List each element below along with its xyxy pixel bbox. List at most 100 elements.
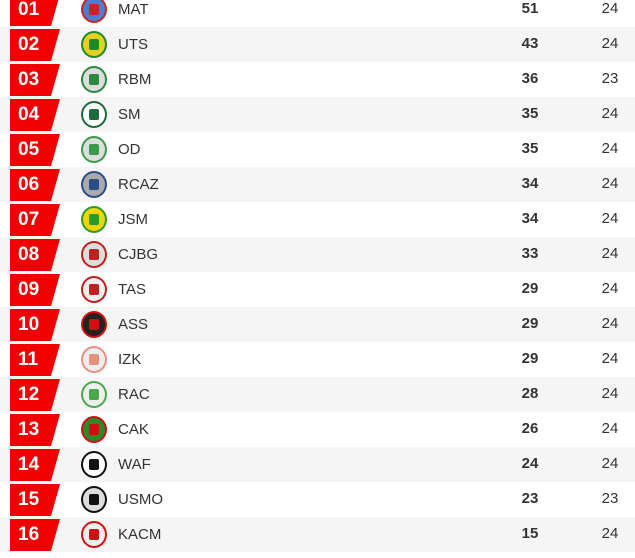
rank-badge: 13 bbox=[10, 414, 60, 446]
games-played: 23 bbox=[601, 70, 619, 87]
points: 28 bbox=[521, 385, 539, 402]
table-row[interactable]: 01 MAT 51 24 bbox=[0, 0, 635, 27]
rank: 10 bbox=[18, 314, 40, 335]
rank: 08 bbox=[18, 244, 40, 265]
points: 29 bbox=[521, 350, 539, 367]
games-played: 24 bbox=[601, 245, 619, 262]
team-name[interactable]: UTS bbox=[118, 36, 148, 53]
team-name[interactable]: SM bbox=[118, 106, 141, 123]
team-logo-icon bbox=[81, 521, 107, 548]
table-row[interactable]: 13 CAK 26 24 bbox=[0, 412, 635, 447]
table-row[interactable]: 05 OD 35 24 bbox=[0, 132, 635, 167]
rank: 09 bbox=[18, 279, 40, 300]
team-logo-icon bbox=[81, 101, 107, 128]
table-row[interactable]: 06 RCAZ 34 24 bbox=[0, 167, 635, 202]
points: 35 bbox=[521, 140, 539, 157]
table-row[interactable]: 14 WAF 24 24 bbox=[0, 447, 635, 482]
points: 15 bbox=[521, 525, 539, 542]
team-logo-icon bbox=[81, 0, 107, 23]
rank: 12 bbox=[18, 384, 40, 405]
games-played: 23 bbox=[601, 490, 619, 507]
team-logo-icon bbox=[81, 241, 107, 268]
points: 29 bbox=[521, 280, 539, 297]
team-logo-icon bbox=[81, 171, 107, 198]
team-logo-icon bbox=[81, 31, 107, 58]
team-logo-icon bbox=[81, 416, 107, 443]
team-name[interactable]: KACM bbox=[118, 526, 162, 543]
points: 33 bbox=[521, 245, 539, 262]
table-row[interactable]: 11 IZK 29 24 bbox=[0, 342, 635, 377]
team-name[interactable]: MAT bbox=[118, 1, 149, 18]
games-played: 24 bbox=[601, 420, 619, 437]
rank-badge: 04 bbox=[10, 99, 60, 131]
team-name[interactable]: USMO bbox=[118, 491, 163, 508]
rank-badge: 14 bbox=[10, 449, 60, 481]
team-logo-icon bbox=[81, 66, 107, 93]
rank-badge: 11 bbox=[10, 344, 60, 376]
table-row[interactable]: 10 ASS 29 24 bbox=[0, 307, 635, 342]
games-played: 24 bbox=[601, 105, 619, 122]
team-logo-icon bbox=[81, 346, 107, 373]
rank: 07 bbox=[18, 209, 40, 230]
rank-badge: 06 bbox=[10, 169, 60, 201]
table-row[interactable]: 15 USMO 23 23 bbox=[0, 482, 635, 517]
team-logo-icon bbox=[81, 206, 107, 233]
points: 26 bbox=[521, 420, 539, 437]
rank: 14 bbox=[18, 454, 40, 475]
rank-badge: 07 bbox=[10, 204, 60, 236]
team-name[interactable]: IZK bbox=[118, 351, 142, 368]
team-name[interactable]: RBM bbox=[118, 71, 152, 88]
team-name[interactable]: JSM bbox=[118, 211, 148, 228]
rank: 05 bbox=[18, 139, 40, 160]
games-played: 24 bbox=[601, 210, 619, 227]
team-logo-icon bbox=[81, 276, 107, 303]
rank: 04 bbox=[18, 104, 40, 125]
table-row[interactable]: 12 RAC 28 24 bbox=[0, 377, 635, 412]
rank-badge: 10 bbox=[10, 309, 60, 341]
table-row[interactable]: 03 RBM 36 23 bbox=[0, 62, 635, 97]
rank-badge: 03 bbox=[10, 64, 60, 96]
team-name[interactable]: ASS bbox=[118, 316, 149, 333]
table-row[interactable]: 04 SM 35 24 bbox=[0, 97, 635, 132]
rank: 06 bbox=[18, 174, 40, 195]
games-played: 24 bbox=[601, 175, 619, 192]
team-logo-icon bbox=[81, 311, 107, 338]
rank-badge: 05 bbox=[10, 134, 60, 166]
points: 29 bbox=[521, 315, 539, 332]
rank: 11 bbox=[18, 349, 39, 370]
rank: 15 bbox=[18, 489, 40, 510]
table-row[interactable]: 16 KACM 15 24 bbox=[0, 517, 635, 552]
team-name[interactable]: CAK bbox=[118, 421, 149, 438]
games-played: 24 bbox=[601, 385, 619, 402]
team-name[interactable]: RAC bbox=[118, 386, 150, 403]
rank: 03 bbox=[18, 69, 40, 90]
games-played: 24 bbox=[601, 35, 619, 52]
team-name[interactable]: CJBG bbox=[118, 246, 159, 263]
team-name[interactable]: WAF bbox=[118, 456, 151, 473]
table-row[interactable]: 09 TAS 29 24 bbox=[0, 272, 635, 307]
points: 51 bbox=[521, 0, 539, 17]
table-row[interactable]: 08 CJBG 33 24 bbox=[0, 237, 635, 272]
rank-badge: 16 bbox=[10, 519, 60, 551]
points: 43 bbox=[521, 35, 539, 52]
games-played: 24 bbox=[601, 350, 619, 367]
team-name[interactable]: OD bbox=[118, 141, 141, 158]
rank-badge: 08 bbox=[10, 239, 60, 271]
team-name[interactable]: RCAZ bbox=[118, 176, 159, 193]
games-played: 24 bbox=[601, 525, 619, 542]
table-row[interactable]: 02 UTS 43 24 bbox=[0, 27, 635, 62]
rank: 16 bbox=[18, 524, 40, 545]
table-row[interactable]: 07 JSM 34 24 bbox=[0, 202, 635, 237]
points: 35 bbox=[521, 105, 539, 122]
team-logo-icon bbox=[81, 136, 107, 163]
team-logo-icon bbox=[81, 381, 107, 408]
games-played: 24 bbox=[601, 280, 619, 297]
rank: 02 bbox=[18, 34, 40, 55]
points: 23 bbox=[521, 490, 539, 507]
team-name[interactable]: TAS bbox=[118, 281, 147, 298]
rank-badge: 15 bbox=[10, 484, 60, 516]
rank: 13 bbox=[18, 419, 40, 440]
rank-badge: 01 bbox=[10, 0, 60, 26]
games-played: 24 bbox=[601, 0, 619, 17]
rank: 01 bbox=[18, 0, 40, 20]
